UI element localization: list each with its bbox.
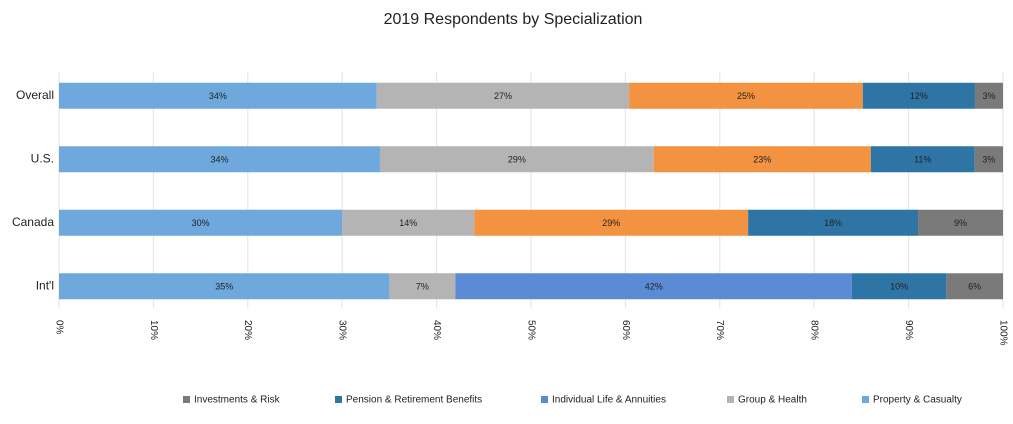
legend-label: Individual Life & Annuities [552,395,666,406]
data-label: 29% [602,218,620,228]
bar-segment [59,209,343,236]
data-label: 10% [890,282,908,292]
data-label: 14% [399,218,417,228]
legend-swatch [541,396,548,403]
legend-swatch [727,396,734,403]
data-label: 34% [209,91,227,101]
legend-swatch [335,396,342,403]
data-label: 7% [416,282,429,292]
x-tick-label: 0% [53,320,64,335]
y-tick-label: U.S. [31,151,54,165]
x-tick-label: 70% [714,320,725,340]
data-label: 9% [954,218,967,228]
chart-title: 2019 Respondents by Specialization [384,11,643,28]
bar-segment [389,273,456,300]
x-tick-label: 40% [431,320,442,340]
bar-segment [59,273,390,300]
x-tick-label: 20% [242,320,253,340]
data-label: 34% [210,155,228,165]
bar-segment [629,82,863,109]
bar-segment [455,273,852,300]
legend-swatch [862,396,869,403]
legend-label: Property & Casualty [873,395,962,406]
data-label: 27% [494,91,512,101]
y-tick-label: Canada [12,215,54,229]
data-label: 12% [910,91,928,101]
y-tick-label: Overall [16,88,54,102]
bar-segment [59,82,377,109]
bar-segment [376,82,630,109]
x-tick-label: 90% [903,320,914,340]
data-label: 25% [737,91,755,101]
legend-label: Group & Health [738,395,807,406]
x-tick-label: 60% [620,320,631,340]
bar-segment [474,209,749,236]
x-tick-label: 30% [337,320,348,340]
bar-segment [379,146,654,173]
bar-segment [918,209,1003,236]
x-tick-label: 50% [525,320,536,340]
x-tick-label: 80% [809,320,820,340]
x-tick-label: 10% [148,320,159,340]
data-label: 3% [982,91,995,101]
data-label: 42% [645,282,663,292]
legend-swatch [183,396,190,403]
data-label: 35% [215,282,233,292]
bar-segment [974,82,1003,109]
bar-segment [653,146,871,173]
data-label: 3% [982,155,995,165]
bar-segment [870,146,975,173]
data-label: 6% [968,282,981,292]
bar-segment [851,273,947,300]
bar-segment [748,209,919,236]
data-label: 18% [824,218,842,228]
data-label: 11% [914,155,931,165]
data-label: 29% [508,155,526,165]
bar-segment [59,146,380,173]
bar-segment [342,209,475,236]
bar-segment [974,146,1003,173]
legend-label: Investments & Risk [194,395,281,406]
data-label: 23% [753,155,771,165]
bar-segment [862,82,975,109]
legend-label: Pension & Retirement Benefits [346,395,482,406]
data-label: 30% [192,218,210,228]
x-tick-label: 100% [997,320,1008,346]
bar-segment [946,273,1003,300]
y-tick-label: Int'l [36,278,54,292]
